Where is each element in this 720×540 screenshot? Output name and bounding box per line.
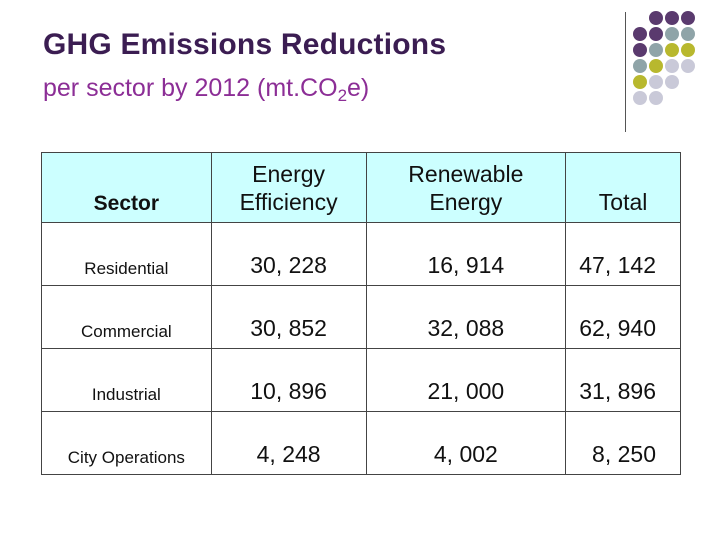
table-row: Industrial 10, 896 21, 000 31, 896 [41,348,681,412]
header-sector: Sector [41,152,212,223]
cell-renewable-energy: 4, 002 [365,411,567,475]
decorative-dot [681,43,695,57]
emissions-table: Sector Energy Efficiency Renewable Energ… [41,152,681,475]
decorative-dot [681,75,695,89]
cell-renewable-energy: 16, 914 [365,222,567,286]
cell-renewable-energy: 32, 088 [365,285,567,349]
cell-total: 8, 250 [565,411,681,475]
header-total: Total [565,152,681,223]
decorative-divider [625,12,626,132]
cell-sector: City Operations [41,411,212,475]
table-header-row: Sector Energy Efficiency Renewable Energ… [41,152,681,223]
slide-title: GHG Emissions Reductions [43,28,447,61]
header-ee-line2: Efficiency [239,188,338,215]
decorative-dot [665,43,679,57]
decorative-dot [681,59,695,73]
decorative-dot-grid [632,10,696,106]
cell-energy-efficiency: 10, 896 [210,348,367,412]
header-re-line2: Energy [429,188,503,215]
header-energy-efficiency: Energy Efficiency [210,152,367,223]
cell-sector: Residential [41,222,212,286]
table-row: Residential 30, 228 16, 914 47, 142 [41,222,681,286]
subtitle-end: e) [347,74,370,102]
cell-total: 62, 940 [565,285,681,349]
header-ee-line1: Energy [252,160,326,187]
decorative-dot [633,75,647,89]
cell-total: 47, 142 [565,222,681,286]
decorative-dot [649,75,663,89]
decorative-dot [649,59,663,73]
decorative-dot [633,59,647,73]
decorative-dot [665,75,679,89]
decorative-dot [681,91,695,105]
decorative-dot [633,11,647,25]
decorative-dot [665,91,679,105]
cell-renewable-energy: 21, 000 [365,348,567,412]
header-re-line1: Renewable [408,160,524,187]
decorative-dot [649,43,663,57]
decorative-dot [681,11,695,25]
subtitle-main: per sector by 2012 (mt.CO [43,74,338,102]
decorative-dot [633,27,647,41]
decorative-dot [681,27,695,41]
decorative-dot [665,59,679,73]
decorative-dot [649,11,663,25]
cell-sector: Commercial [41,285,212,349]
subtitle-subscript: 2 [337,86,348,105]
table-row: City Operations 4, 248 4, 002 8, 250 [41,411,681,475]
decorative-dot [649,27,663,41]
decorative-dot [665,11,679,25]
decorative-dot [633,91,647,105]
decorative-dot [665,27,679,41]
decorative-dot [649,91,663,105]
cell-total: 31, 896 [565,348,681,412]
cell-energy-efficiency: 4, 248 [210,411,367,475]
header-renewable-energy: Renewable Energy [365,152,567,223]
decorative-dot [633,43,647,57]
cell-sector: Industrial [41,348,212,412]
slide-subtitle: per sector by 2012 (mt.CO2e) [43,74,369,106]
cell-energy-efficiency: 30, 228 [210,222,367,286]
cell-energy-efficiency: 30, 852 [210,285,367,349]
table-row: Commercial 30, 852 32, 088 62, 940 [41,285,681,349]
